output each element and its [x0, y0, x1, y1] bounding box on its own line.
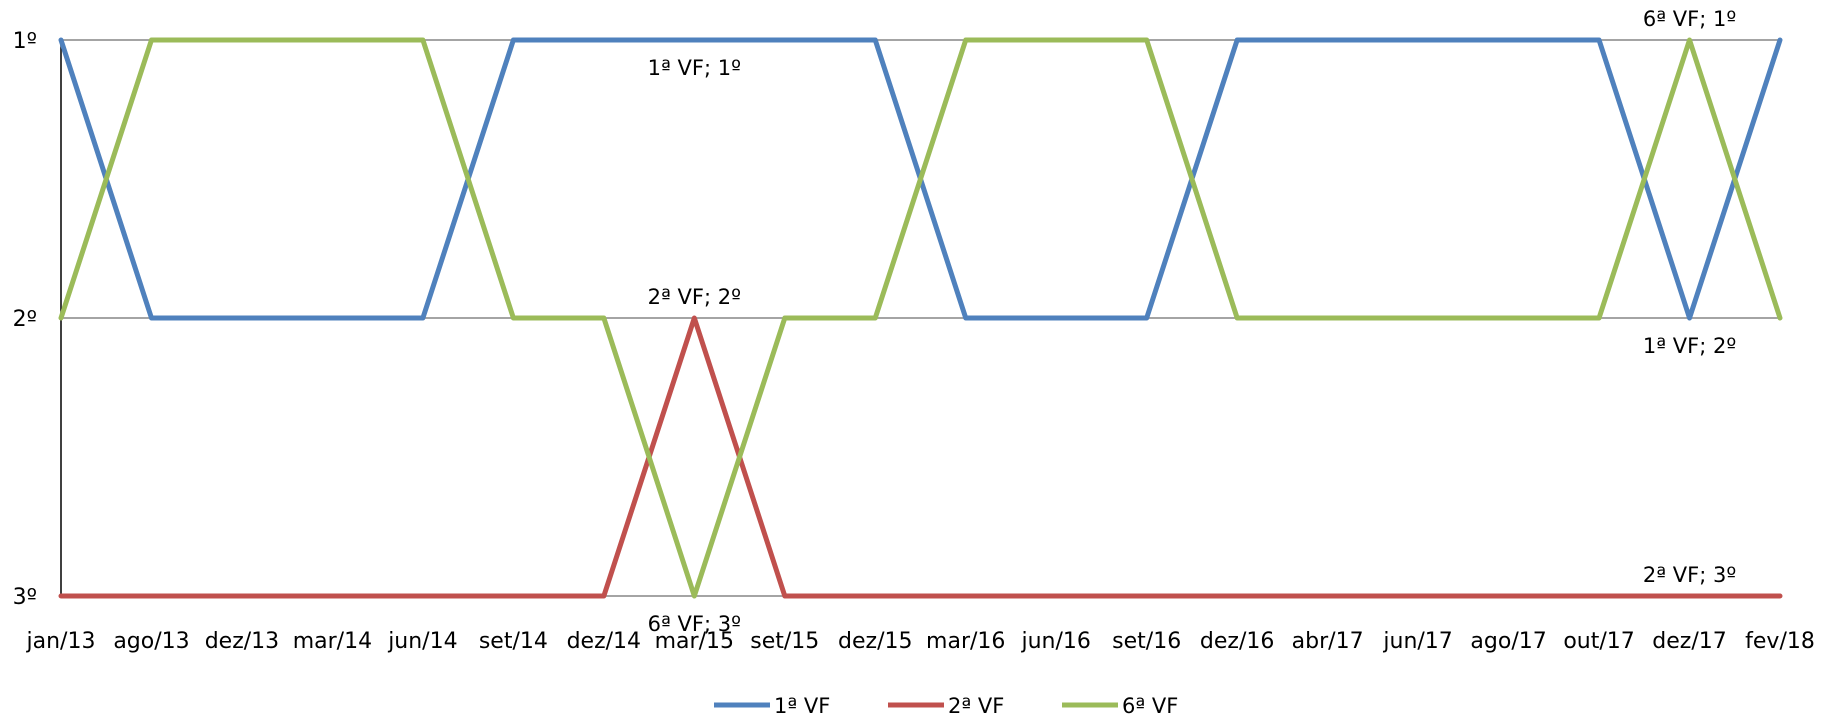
x-tick-label: jun/16: [1021, 629, 1091, 654]
legend-item: 1ª VF: [714, 694, 830, 718]
legend: 1ª VF 2ª VF 6ª VF: [714, 694, 1178, 718]
y-axis-tick-labels: 1º 2º 3º: [13, 29, 37, 610]
legend-label: 6ª VF: [1122, 694, 1178, 717]
x-tick-label: mar/15: [655, 629, 734, 654]
data-label: 2ª VF; 3º: [1643, 563, 1736, 587]
y-tick-label: 2º: [13, 307, 37, 332]
y-tick-label: 1º: [13, 29, 37, 54]
x-tick-label: abr/17: [1292, 629, 1364, 654]
x-tick-label: dez/15: [838, 629, 912, 654]
x-tick-label: dez/13: [205, 629, 279, 654]
x-tick-label: jun/17: [1382, 629, 1452, 654]
series-lines: [58, 37, 1783, 599]
x-tick-label: fev/18: [1745, 629, 1815, 654]
x-tick-label: mar/14: [293, 629, 372, 654]
series-line: [58, 315, 1783, 599]
series-line: [58, 37, 1783, 599]
x-tick-label: set/14: [479, 629, 548, 654]
x-tick-label: jan/13: [26, 629, 96, 654]
x-tick-label: jun/14: [387, 629, 457, 654]
legend-label: 2ª VF: [948, 694, 1004, 717]
data-label: 2ª VF; 2º: [648, 285, 741, 309]
y-tick-label: 3º: [13, 585, 37, 610]
x-tick-label: out/17: [1563, 629, 1634, 654]
x-tick-label: dez/14: [567, 629, 641, 654]
legend-item: 6ª VF: [1062, 694, 1178, 718]
data-label: 6ª VF; 3º: [648, 612, 741, 636]
x-tick-label: dez/16: [1200, 629, 1274, 654]
x-tick-label: set/15: [750, 629, 819, 654]
legend-label: 1ª VF: [774, 694, 830, 717]
data-labels: 1ª VF; 1º 2ª VF; 2º 6ª VF; 3º 6ª VF; 1º 1ª V…: [648, 7, 1737, 636]
x-tick-label: dez/17: [1652, 629, 1726, 654]
x-tick-label: ago/17: [1470, 629, 1546, 654]
x-tick-label: mar/16: [926, 629, 1005, 654]
data-label: 1ª VF; 1º: [648, 56, 741, 80]
x-tick-label: ago/13: [113, 629, 189, 654]
data-label: 6ª VF; 1º: [1643, 7, 1736, 31]
legend-item: 2ª VF: [888, 694, 1004, 718]
data-label: 1ª VF; 2º: [1643, 334, 1736, 358]
x-axis-tick-labels: jan/13 ago/13 dez/13 mar/14 jun/14 set/14 dez/…: [26, 629, 1815, 654]
x-tick-label: set/16: [1112, 629, 1181, 654]
